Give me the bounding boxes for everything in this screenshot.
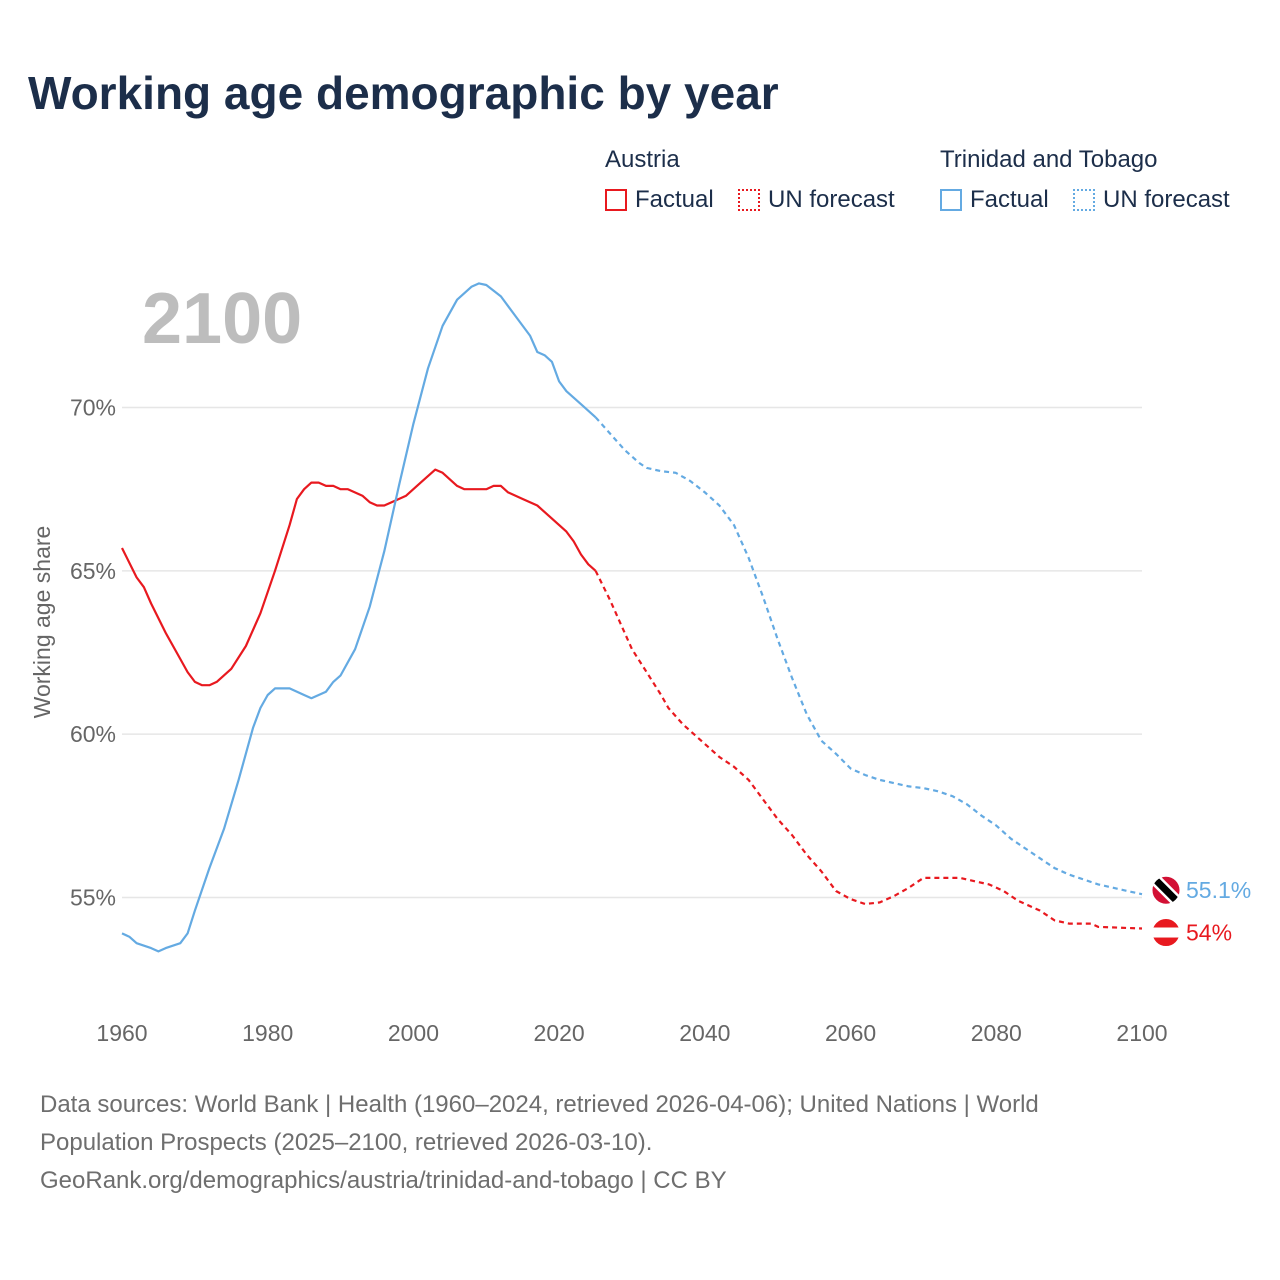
footer-attribution[interactable]: GeoRank.org/demographics/austria/trinida… xyxy=(40,1167,727,1194)
x-tick-label: 2040 xyxy=(679,1020,730,1046)
chart-title: Working age demographic by year xyxy=(28,67,779,119)
end-markers: 54% 55.1% xyxy=(1151,875,1251,948)
legend-tt-forecast-label: UN forecast xyxy=(1103,186,1230,213)
legend-tt-factual-label: Factual xyxy=(970,186,1049,213)
footer: Data sources: World Bank | Health (1960–… xyxy=(40,1086,1240,1200)
y-tick-label: 55% xyxy=(70,885,116,911)
legend-tt-factual-swatch xyxy=(940,189,962,211)
x-tick-label: 2060 xyxy=(825,1020,876,1046)
legend-austria-title: Austria xyxy=(605,146,680,173)
y-tick-label: 65% xyxy=(70,558,116,584)
austria-flag-icon xyxy=(1151,918,1181,948)
x-tick-label: 2000 xyxy=(388,1020,439,1046)
legend-austria-forecast-label: UN forecast xyxy=(768,186,895,213)
x-tick-label: 2080 xyxy=(971,1020,1022,1046)
axes: 55% 60% 65% 70% 1960 1980 2000 2020 2040 2060 2080… xyxy=(70,395,1168,1047)
legend-tt-forecast-swatch xyxy=(1073,189,1095,211)
x-tick-label: 1960 xyxy=(96,1020,147,1046)
legend-austria-forecast[interactable]: UN forecast xyxy=(738,186,895,214)
series-line-forecast xyxy=(594,416,1143,896)
year-watermark: 2100 xyxy=(142,279,302,359)
x-tick-label: 2020 xyxy=(534,1020,585,1046)
series-line-forecast xyxy=(594,570,1143,930)
trinidad-flag-icon xyxy=(1151,875,1181,905)
legend-austria-forecast-swatch xyxy=(738,189,760,211)
y-tick-label: 60% xyxy=(70,721,116,747)
x-tick-label: 2100 xyxy=(1116,1020,1167,1046)
end-value-label: 55.1% xyxy=(1186,877,1251,903)
series-line-factual xyxy=(121,468,597,687)
footer-sources-line1: Data sources: World Bank | Health (1960–… xyxy=(40,1091,1039,1118)
legend-austria-factual[interactable]: Factual xyxy=(605,186,714,214)
y-axis-label: Working age share xyxy=(29,526,55,719)
footer-sources-line2: Population Prospects (2025–2100, retriev… xyxy=(40,1129,653,1156)
y-tick-label: 70% xyxy=(70,395,116,421)
series-lines xyxy=(121,282,1143,953)
series-line-factual xyxy=(121,282,597,953)
x-tick-label: 1980 xyxy=(242,1020,293,1046)
legend-austria-factual-swatch xyxy=(605,189,627,211)
legend-tt-factual[interactable]: Factual xyxy=(940,186,1049,214)
legend-tt-title: Trinidad and Tobago xyxy=(940,146,1158,173)
legend-austria-factual-label: Factual xyxy=(635,186,714,213)
end-value-label: 54% xyxy=(1186,920,1232,946)
grid-lines xyxy=(122,406,1142,899)
legend-tt-forecast[interactable]: UN forecast xyxy=(1073,186,1230,214)
